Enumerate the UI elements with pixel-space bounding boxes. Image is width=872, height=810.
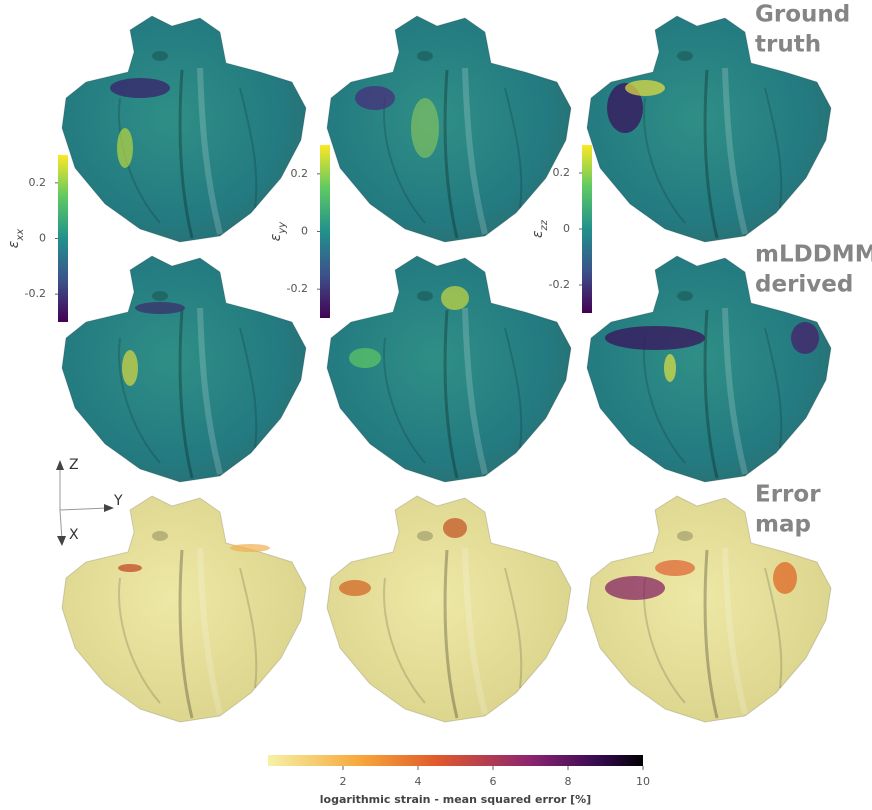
colorbar [268, 755, 643, 766]
heart-surface [62, 256, 306, 482]
colorbar-tick-label: -0.2 [549, 278, 570, 291]
colorbar [582, 145, 592, 313]
axis-letter: Z [69, 457, 79, 473]
heart-render [327, 16, 571, 242]
row-label: truth [755, 32, 821, 58]
row-label: derived [755, 272, 853, 298]
axes-triad: Z Y X [56, 457, 123, 546]
strain-patch [411, 98, 439, 158]
strain-patch [339, 580, 371, 596]
colorbar-tick-label: 0.2 [291, 167, 309, 180]
strain-patch [605, 326, 705, 350]
colorbar-tick-label: 4 [415, 775, 422, 788]
row-label: map [755, 512, 811, 538]
colorbar-label: εyy [268, 221, 288, 241]
row-label: mLDDMM- [755, 242, 872, 268]
colorbar-tick-label: 0 [39, 232, 46, 245]
colorbar-label: logarithmic strain - mean squared error … [320, 793, 591, 806]
colorbar-tick-label: 10 [636, 775, 650, 788]
row-label: Ground [755, 2, 850, 28]
subscript: yy [277, 221, 288, 235]
colorbar-tick-label: 0 [301, 225, 308, 238]
row-label: Error [755, 482, 821, 508]
strain-patch [773, 562, 797, 594]
colorbar-tick-label: 2 [340, 775, 347, 788]
colorbar-tick-label: 0 [563, 222, 570, 235]
strain-patch [117, 128, 133, 168]
axis-letter: X [69, 527, 79, 543]
arrow-x [57, 536, 66, 546]
arrow-z [56, 460, 64, 470]
colorbar-tick-label: 8 [565, 775, 572, 788]
colorbar-tick-label: 0.2 [553, 166, 571, 179]
strain-patch [110, 78, 170, 98]
heart-surface [62, 16, 306, 242]
strain-patch [349, 348, 381, 368]
heart-renders [62, 16, 831, 722]
strain-patch [655, 560, 695, 576]
strain-patch [791, 322, 819, 354]
heart-render [62, 256, 306, 482]
strain-patch [230, 544, 270, 552]
strain-patch [625, 80, 665, 96]
strain-patch [441, 286, 469, 310]
strain-patch [118, 564, 142, 572]
colorbar [58, 155, 68, 322]
colorbar-tick-label: -0.2 [287, 282, 308, 295]
heart-surface [327, 16, 571, 242]
strain-patch [605, 576, 665, 600]
axis-y [60, 508, 108, 510]
colorbar-tick-label: 0.2 [29, 176, 47, 189]
heart-surface [62, 496, 306, 722]
heart-render [327, 256, 571, 482]
axis-x [60, 510, 62, 540]
subscript: xx [15, 229, 26, 242]
colorbar-label: εxx [6, 229, 26, 248]
colorbar [320, 145, 330, 318]
strain-patch [443, 518, 467, 538]
arrow-y [104, 504, 114, 512]
heart-render [327, 496, 571, 722]
colorbar-tick-label: -0.2 [25, 287, 46, 300]
axis-letter: Y [113, 493, 123, 509]
strain-patch [355, 86, 395, 110]
figure: Ground truth mLDDMM-derived Error map 0.2 0 -0.… [0, 0, 872, 810]
heart-render [62, 496, 306, 722]
heart-render [62, 16, 306, 242]
strain-patch [122, 350, 138, 386]
strain-patch [664, 354, 676, 382]
colorbar-tick-label: 6 [490, 775, 497, 788]
strain-patch [135, 302, 185, 314]
colorbar-label: εzz [530, 219, 550, 238]
subscript: zz [539, 219, 550, 231]
